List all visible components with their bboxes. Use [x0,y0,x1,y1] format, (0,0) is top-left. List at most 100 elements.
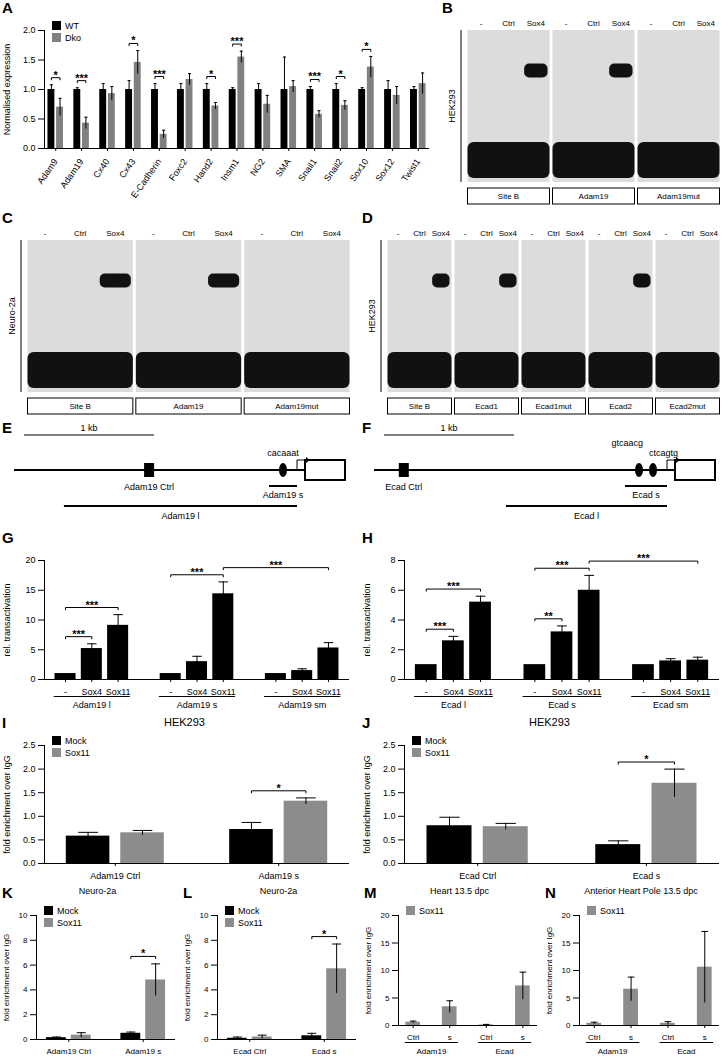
svg-text:6: 6 [204,961,209,970]
svg-text:10: 10 [562,966,571,975]
svg-text:8: 8 [23,936,28,945]
svg-text:Ecad1mut: Ecad1mut [535,402,572,411]
svg-text:6: 6 [23,961,28,970]
svg-text:Sox11: Sox11 [211,687,236,697]
svg-text:15: 15 [381,939,390,948]
svg-text:Sox11: Sox11 [468,687,493,697]
svg-text:8: 8 [204,936,209,945]
svg-text:Sox12: Sox12 [374,157,397,184]
svg-text:Sox10: Sox10 [348,157,371,184]
svg-text:***: *** [191,566,205,578]
svg-text:Ctrl: Ctrl [480,1033,493,1042]
svg-text:Sox4: Sox4 [697,19,716,28]
svg-text:Sox11: Sox11 [316,687,341,697]
svg-text:rel. transactivation: rel. transactivation [2,583,12,656]
svg-text:s: s [521,1033,525,1042]
svg-text:Ctrl: Ctrl [502,19,515,28]
svg-text:0: 0 [390,674,395,684]
svg-text:*: * [277,782,282,794]
svg-text:-: - [642,687,645,697]
svg-text:Ecad s: Ecad s [632,490,660,500]
svg-text:Adam19 s: Adam19 s [258,871,299,881]
svg-text:Ecad Ctrl: Ecad Ctrl [233,1047,266,1056]
svg-text:cacaaat: cacaaat [267,448,299,458]
svg-text:4: 4 [23,985,28,994]
svg-text:0.5: 0.5 [23,114,36,124]
svg-text:Sox4: Sox4 [443,687,464,697]
svg-text:Adam19 l: Adam19 l [73,700,111,710]
svg-text:0.5: 0.5 [23,835,36,845]
svg-text:0.5: 0.5 [383,835,396,845]
svg-text:Ctrl: Ctrl [614,229,627,238]
svg-text:Sox4: Sox4 [106,229,125,238]
svg-text:2.5: 2.5 [383,740,396,750]
svg-text:-: - [397,229,400,238]
svg-text:Adam19 l: Adam19 l [161,511,199,521]
svg-text:Ecad: Ecad [495,1047,513,1056]
svg-text:-: - [169,687,172,697]
svg-text:-: - [650,19,653,28]
svg-text:Ecad l: Ecad l [574,511,599,521]
svg-text:Ecad s: Ecad s [548,700,576,710]
svg-text:Sox4: Sox4 [323,229,342,238]
svg-text:Adam19: Adam19 [58,157,85,190]
svg-text:Adam9: Adam9 [35,157,60,186]
svg-text:***: *** [75,72,89,84]
svg-text:***: *** [231,35,245,47]
svg-text:20: 20 [381,911,390,920]
svg-text:Ctrl: Ctrl [587,19,600,28]
svg-text:s: s [629,1033,633,1042]
svg-text:Sox11: Sox11 [106,687,131,697]
svg-text:0: 0 [23,1035,28,1044]
svg-text:E-Cadherin: E-Cadherin [129,157,163,200]
svg-text:2.0: 2.0 [383,764,396,774]
svg-text:-: - [152,229,155,238]
svg-text:***: *** [556,559,570,571]
svg-text:20: 20 [25,555,35,565]
svg-text:Twist1: Twist1 [399,157,422,184]
svg-text:-: - [533,687,536,697]
svg-text:0.0: 0.0 [23,143,36,153]
svg-text:Ctrl: Ctrl [407,1033,420,1042]
svg-text:Normalised expression: Normalised expression [2,44,12,136]
svg-text:Adam19: Adam19 [417,1047,447,1056]
svg-text:***: *** [308,70,322,82]
svg-text:NG2: NG2 [248,157,267,178]
svg-text:Ctrl: Ctrl [672,19,685,28]
svg-text:Foxc2: Foxc2 [167,157,189,183]
svg-text:gtcaacg: gtcaacg [611,438,643,448]
svg-text:Ecad s: Ecad s [312,1047,336,1056]
svg-text:fold enrichment over IgG: fold enrichment over IgG [364,927,373,1015]
svg-text:Adam19: Adam19 [174,402,204,411]
svg-text:Adam19 Ctrl: Adam19 Ctrl [90,871,140,881]
svg-text:Adam19 s: Adam19 s [177,700,218,710]
svg-text:*: * [644,753,649,765]
svg-text:Ctrl: Ctrl [547,229,560,238]
svg-text:*: * [322,928,327,940]
svg-text:*: * [338,68,343,80]
svg-text:Adam19: Adam19 [598,1047,628,1056]
svg-text:Cx40: Cx40 [91,157,111,180]
svg-text:Ecad2: Ecad2 [609,402,632,411]
svg-text:Hand2: Hand2 [192,157,215,184]
svg-text:fold enrichment over IgG: fold enrichment over IgG [545,927,554,1015]
svg-text:Ecad Ctrl: Ecad Ctrl [459,871,496,881]
svg-text:*: * [209,68,214,80]
svg-text:Ctrl: Ctrl [74,229,87,238]
svg-text:Snail1: Snail1 [296,157,319,183]
svg-text:10: 10 [381,966,390,975]
svg-text:Neuro-2a: Neuro-2a [7,297,17,335]
svg-text:s: s [448,1033,452,1042]
svg-text:*: * [364,40,369,52]
svg-text:2.5: 2.5 [23,740,36,750]
svg-text:1.0: 1.0 [23,811,36,821]
svg-text:***: *** [153,68,167,80]
svg-text:**: ** [544,610,553,622]
svg-text:1.5: 1.5 [23,788,36,798]
svg-text:Adam19mut: Adam19mut [657,192,701,201]
svg-text:Ctrl: Ctrl [681,229,694,238]
svg-text:Adam19 s: Adam19 s [125,1047,161,1056]
svg-text:15: 15 [25,585,35,595]
svg-text:Ecad2mut: Ecad2mut [669,402,706,411]
svg-text:Adam19 sm: Adam19 sm [278,700,326,710]
